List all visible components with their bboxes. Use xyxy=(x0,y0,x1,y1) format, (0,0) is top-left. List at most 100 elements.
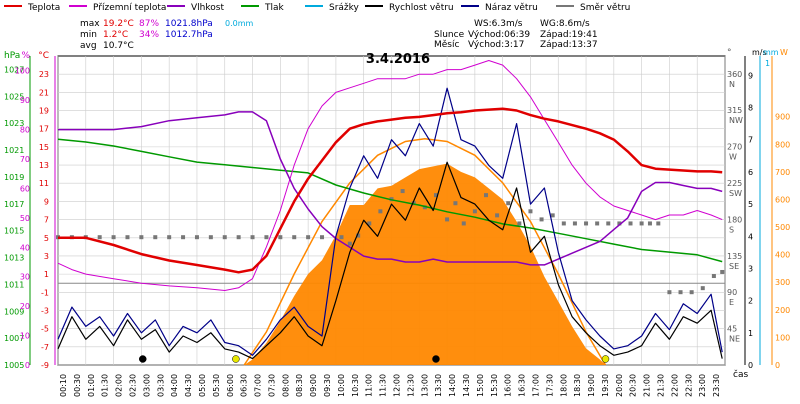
wind-direction-point xyxy=(656,221,661,226)
legend-label: Náraz větru xyxy=(485,3,538,13)
legend-label: Teplota xyxy=(27,3,60,13)
axis-tick-x: 08:30 xyxy=(295,374,304,397)
axis-tick-x: 15:30 xyxy=(490,374,499,397)
sun-label: Slunce xyxy=(434,30,465,40)
axis-tick-x: 15:00 xyxy=(476,374,485,397)
series-line-teplota xyxy=(58,107,723,274)
legend-label: Srážky xyxy=(329,3,360,13)
axis-tick-right: 300 xyxy=(775,278,790,287)
axis-tick-x: 13:00 xyxy=(420,374,429,397)
stats-temp: 19.2°C xyxy=(103,19,134,29)
wind-direction-point xyxy=(378,209,383,214)
wind-direction-point xyxy=(433,193,438,198)
axis-tick-x: 10:30 xyxy=(351,374,360,397)
axis-tick-left: 0 xyxy=(25,361,30,370)
stats-pressure: 1012.7hPa xyxy=(165,30,213,40)
axis-tick-left: 70 xyxy=(20,155,30,164)
sunrise-icon xyxy=(232,355,240,363)
wind-direction-point xyxy=(678,290,683,295)
axis-tick-x: 17:30 xyxy=(545,374,554,397)
axis-direction-label: SE xyxy=(729,262,739,271)
axis-tick-left: 15 xyxy=(39,143,49,152)
wind-direction-point xyxy=(97,235,102,240)
axis-unit-right: W xyxy=(780,48,788,57)
legend-label: Směr větru xyxy=(580,3,630,13)
wind-direction-point xyxy=(347,241,352,246)
wind-direction-point xyxy=(236,235,241,240)
wind-direction-point xyxy=(711,274,716,279)
axis-tick-left: 1025 xyxy=(4,92,24,101)
axis-tick-x: 17:00 xyxy=(531,374,540,397)
axis-direction-label: S xyxy=(729,225,734,234)
wind-direction-point xyxy=(422,205,427,210)
axis-tick-right: 0 xyxy=(775,361,780,370)
axis-tick-right: 1 xyxy=(765,59,770,68)
axis-tick-x: 23:00 xyxy=(698,374,707,397)
wind-direction-point xyxy=(539,217,544,222)
axis-tick-left: 3 xyxy=(44,252,49,261)
axis-tick-left: 90 xyxy=(20,96,30,105)
axis-unit-left: °C xyxy=(38,51,49,61)
legend-label: Tlak xyxy=(264,3,285,13)
axis-unit-right: m/s xyxy=(752,48,767,57)
axis-tick-right: 0 xyxy=(748,361,753,370)
axis-tick-left: 7 xyxy=(44,216,49,225)
axis-tick-left: 1013 xyxy=(4,254,24,263)
wind-direction-point xyxy=(153,235,158,240)
axis-tick-right: 5 xyxy=(748,200,753,209)
axis-tick-x: 19:00 xyxy=(587,374,596,397)
stats-rain: 0.0mm xyxy=(225,19,254,28)
axis-tick-x: 07:30 xyxy=(267,374,276,397)
axis-tick-x: 20:30 xyxy=(629,374,638,397)
axis-tick-x: 14:00 xyxy=(448,374,457,397)
wind-direction-point xyxy=(517,221,522,226)
axis-tick-x: 18:00 xyxy=(559,374,568,397)
wind-direction-point xyxy=(111,235,116,240)
axis-label-x: čas xyxy=(733,369,748,380)
axis-unit-right: mm xyxy=(763,48,779,57)
moonrise-icon xyxy=(139,355,147,363)
axis-tick-right: 270 xyxy=(727,143,742,152)
wind-direction-point xyxy=(495,213,500,218)
wind-direction-point xyxy=(639,221,644,226)
axis-tick-x: 22:30 xyxy=(684,374,693,397)
axis-tick-right: 100 xyxy=(775,333,790,342)
wind-direction-point xyxy=(647,221,652,226)
axis-tick-left: 1011 xyxy=(4,280,24,289)
wind-direction-point xyxy=(667,290,672,295)
axis-tick-left: -5 xyxy=(41,325,49,334)
axis-tick-left: 60 xyxy=(20,184,30,193)
wind-direction-point xyxy=(550,213,555,218)
wind-direction-point xyxy=(125,235,130,240)
wind-direction-point xyxy=(356,233,361,238)
wind-direction-point xyxy=(139,235,144,240)
axis-tick-right: 315 xyxy=(727,106,742,115)
wind-direction-point xyxy=(208,235,213,240)
axis-tick-x: 07:00 xyxy=(254,374,263,397)
axis-tick-x: 05:00 xyxy=(198,374,207,397)
wind-direction-point xyxy=(595,221,600,226)
axis-tick-x: 09:00 xyxy=(309,374,318,397)
moon-label: Měsíc xyxy=(434,40,459,50)
series-line-rychlost-větru xyxy=(57,161,723,360)
wind-direction-point xyxy=(617,221,622,226)
stats-temp: 1.2°C xyxy=(103,30,128,40)
axis-tick-left: 1007 xyxy=(4,334,24,343)
sun-set: Západ:19:41 xyxy=(540,30,598,40)
axis-tick-x: 01:00 xyxy=(87,374,96,397)
sun-moon-info: WS:6.3m/s WG:8.6m/s Slunce Východ:06:39 Zápa… xyxy=(434,19,598,50)
series-line-tlak xyxy=(57,138,723,263)
axis-tick-x: 03:30 xyxy=(156,374,165,397)
axis-tick-right: 7 xyxy=(748,136,753,145)
axis-tick-right: 1 xyxy=(748,329,753,338)
axis-tick-x: 16:30 xyxy=(518,374,527,397)
axis-tick-right: 500 xyxy=(775,223,790,232)
axis-tick-left: -7 xyxy=(41,343,49,352)
axis-tick-x: 00:30 xyxy=(73,374,82,397)
axis-tick-x: 14:30 xyxy=(462,374,471,397)
axis-unit-left: hPa xyxy=(4,51,20,61)
wind-direction-point xyxy=(264,235,269,240)
axis-tick-left: -1 xyxy=(41,288,49,297)
axis-tick-left: 9 xyxy=(44,197,49,206)
axis-tick-right: 700 xyxy=(775,168,790,177)
